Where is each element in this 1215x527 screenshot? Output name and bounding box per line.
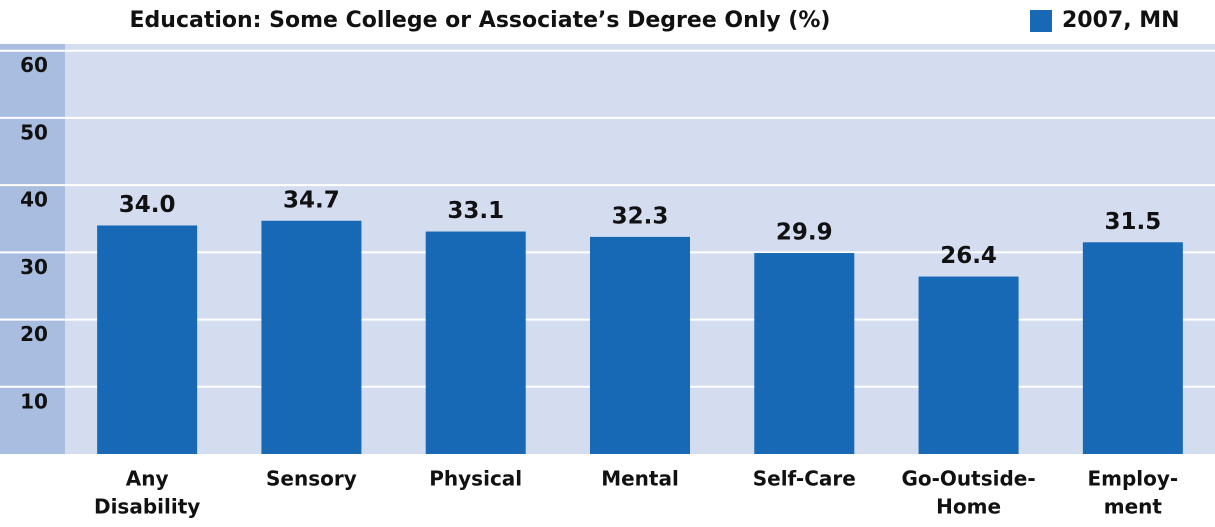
legend-label: 2007, MN — [1062, 8, 1180, 33]
y-tick-label: 60 — [20, 53, 48, 77]
y-tick-label: 40 — [20, 188, 48, 212]
bar — [918, 276, 1019, 454]
bar — [261, 220, 362, 454]
legend-swatch — [1030, 10, 1052, 32]
x-tick-label: Disability — [94, 495, 200, 519]
value-label: 33.1 — [447, 198, 504, 224]
chart-title: Education: Some College or Associate’s D… — [130, 8, 831, 33]
bar — [1082, 242, 1183, 454]
y-tick-label: 10 — [20, 389, 48, 413]
bar — [425, 231, 526, 454]
bar — [590, 236, 690, 454]
x-tick-label: ment — [1104, 495, 1163, 519]
x-tick-label: Self-Care — [753, 467, 856, 491]
bar — [97, 225, 198, 454]
y-tick-label: 50 — [20, 120, 48, 144]
value-label: 32.3 — [612, 203, 669, 229]
bar — [754, 253, 855, 454]
value-label: 26.4 — [940, 243, 997, 269]
x-tick-label: Any — [126, 467, 169, 491]
axis-strip — [0, 44, 65, 454]
x-tick-label: Go-Outside- — [901, 467, 1035, 491]
y-tick-label: 20 — [20, 322, 48, 346]
value-label: 31.5 — [1104, 209, 1161, 235]
value-label: 34.7 — [283, 187, 340, 213]
value-label: 29.9 — [776, 220, 833, 246]
value-label: 34.0 — [119, 192, 176, 218]
x-tick-label: Physical — [429, 467, 522, 491]
y-tick-label: 30 — [20, 255, 48, 279]
x-tick-label: Sensory — [266, 467, 357, 491]
x-tick-label: Employ- — [1087, 467, 1178, 491]
x-tick-label: Home — [936, 495, 1001, 519]
x-tick-label: Mental — [601, 467, 679, 491]
